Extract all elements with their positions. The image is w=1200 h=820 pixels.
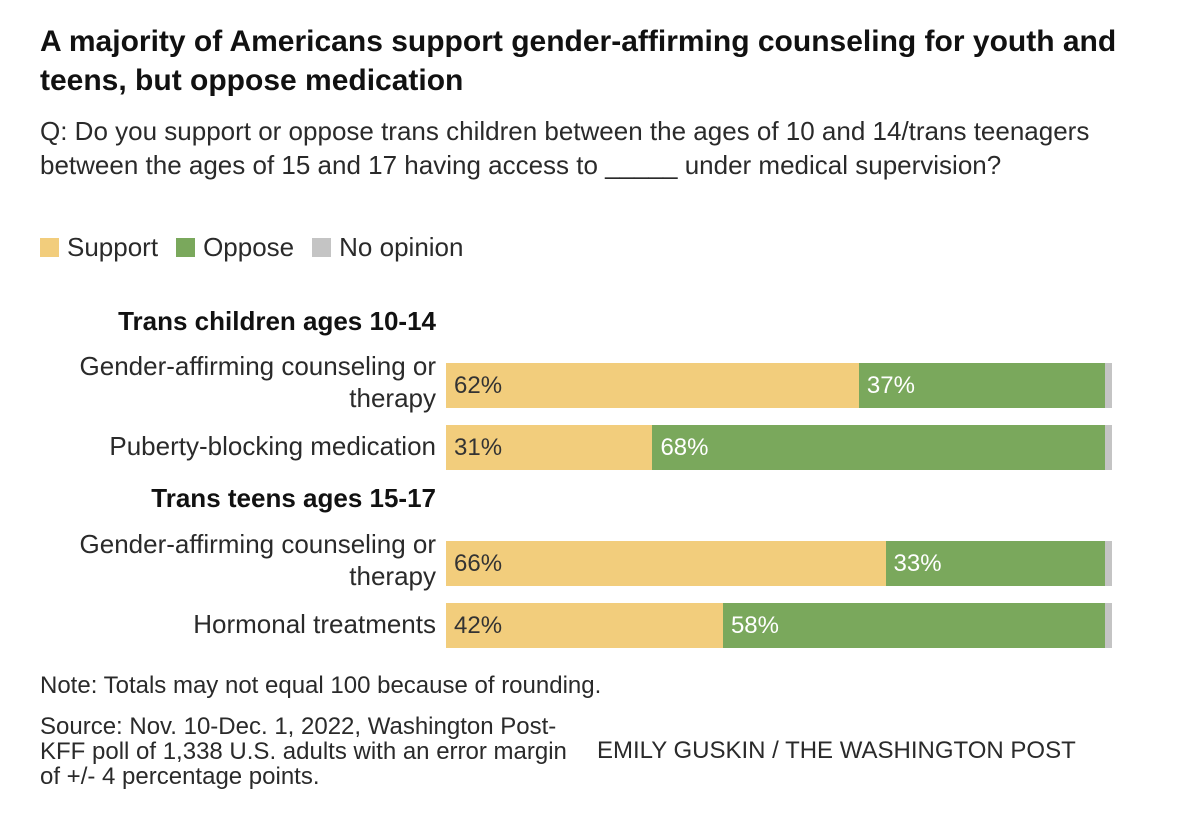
- bar-segment-support: 66%: [446, 541, 886, 586]
- legend: Support Oppose No opinion: [40, 230, 481, 264]
- bar-segment-support: 42%: [446, 603, 723, 648]
- bar-segment-support: 62%: [446, 363, 859, 408]
- row-label: Gender-affirming counseling or therapy: [79, 529, 436, 591]
- data-label-support: 62%: [454, 371, 503, 399]
- legend-label-oppose: Oppose: [203, 231, 295, 262]
- credit-line: EMILY GUSKIN / THE WASHINGTON POST: [597, 737, 1076, 764]
- bar-segment-no-opinion: [1105, 363, 1112, 408]
- legend-item-support: Support: [40, 232, 158, 263]
- data-label-support: 42%: [454, 611, 503, 639]
- legend-label-no-opinion: No opinion: [339, 231, 464, 262]
- bar-segment-no-opinion: [1105, 603, 1112, 648]
- data-label-oppose: 68%: [660, 433, 709, 461]
- legend-item-no-opinion: No opinion: [312, 232, 463, 263]
- bar-segment-oppose: 58%: [722, 603, 1106, 648]
- data-label-oppose: 33%: [893, 549, 942, 577]
- bar-segment-oppose: 37%: [858, 363, 1106, 408]
- legend-label-support: Support: [67, 231, 159, 262]
- group-label-children: Trans children ages 10-14: [118, 306, 436, 336]
- legend-swatch-oppose: [176, 237, 196, 257]
- bar-segment-support: 31%: [446, 425, 653, 470]
- footnote: Note: Totals may not equal 100 because o…: [40, 672, 602, 699]
- bar-row: 42% 58%: [446, 603, 1112, 648]
- chart-title: A majority of Americans support gender-a…: [40, 25, 1117, 97]
- group-label-teens: Trans teens ages 15-17: [151, 483, 436, 513]
- bar-segment-oppose: 68%: [652, 425, 1106, 470]
- bar-segment-oppose: 33%: [885, 541, 1106, 586]
- bar-segment-no-opinion: [1105, 541, 1112, 586]
- bar-row: 62% 37%: [446, 363, 1112, 408]
- legend-swatch-no-opinion: [312, 237, 332, 257]
- bar-row: 31% 68%: [446, 425, 1112, 470]
- survey-question: Q: Do you support or oppose trans childr…: [40, 116, 1090, 180]
- bar-row: 66% 33%: [446, 541, 1112, 586]
- row-label: Hormonal treatments: [193, 609, 436, 639]
- source-note: Source: Nov. 10-Dec. 1, 2022, Washington…: [40, 713, 567, 790]
- data-label-oppose: 37%: [866, 371, 915, 399]
- data-label-support: 31%: [454, 433, 503, 461]
- bar-segment-no-opinion: [1105, 425, 1112, 470]
- data-label-oppose: 58%: [730, 611, 779, 639]
- row-label: Gender-affirming counseling or therapy: [79, 351, 436, 413]
- legend-item-oppose: Oppose: [176, 232, 294, 263]
- data-label-support: 66%: [454, 549, 503, 577]
- row-label: Puberty-blocking medication: [109, 431, 436, 461]
- legend-swatch-support: [40, 237, 59, 257]
